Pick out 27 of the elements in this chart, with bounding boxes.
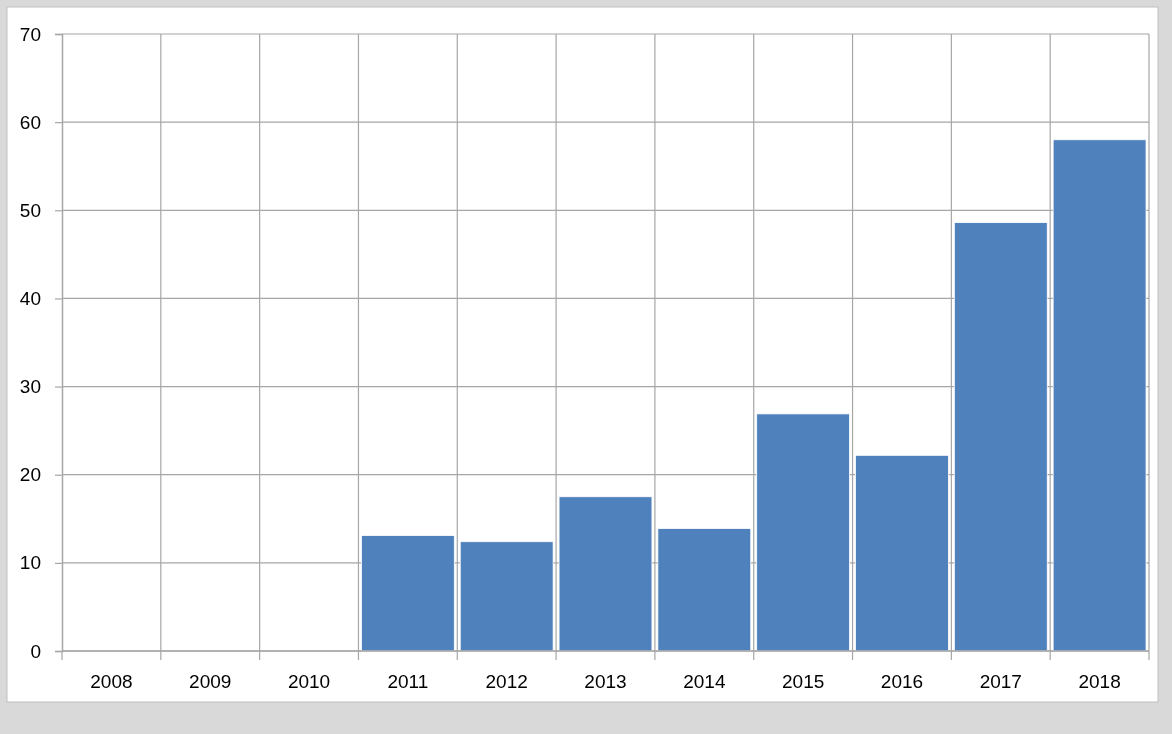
x-tick-label: 2016 [880,671,924,693]
y-tick-label: 50 [19,199,41,221]
y-tick-label: 0 [30,640,41,662]
x-tick-label: 2012 [485,671,528,693]
x-tick-label: 2015 [782,671,825,693]
x-tick-label: 2008 [90,671,133,693]
bar [1052,139,1147,652]
y-tick-label: 10 [19,552,41,574]
bar [756,413,850,652]
bar [361,535,455,652]
bar [558,496,653,652]
x-tick-label: 2018 [1078,671,1121,693]
x-tick-label: 2010 [287,671,331,693]
x-tick-label: 2011 [387,671,429,693]
y-tick-label: 70 [19,23,41,45]
bar [657,528,752,652]
bar [459,541,554,652]
bar [953,222,1048,652]
x-tick-label: 2017 [979,671,1022,693]
y-tick-label: 20 [19,464,41,486]
bar [855,454,949,652]
x-tick-label: 2009 [189,671,232,693]
y-tick-label: 30 [19,376,41,398]
x-tick-label: 2014 [683,671,726,693]
y-tick-label: 40 [19,288,41,310]
y-tick-label: 60 [19,111,41,133]
x-tick-label: 2013 [584,671,627,693]
